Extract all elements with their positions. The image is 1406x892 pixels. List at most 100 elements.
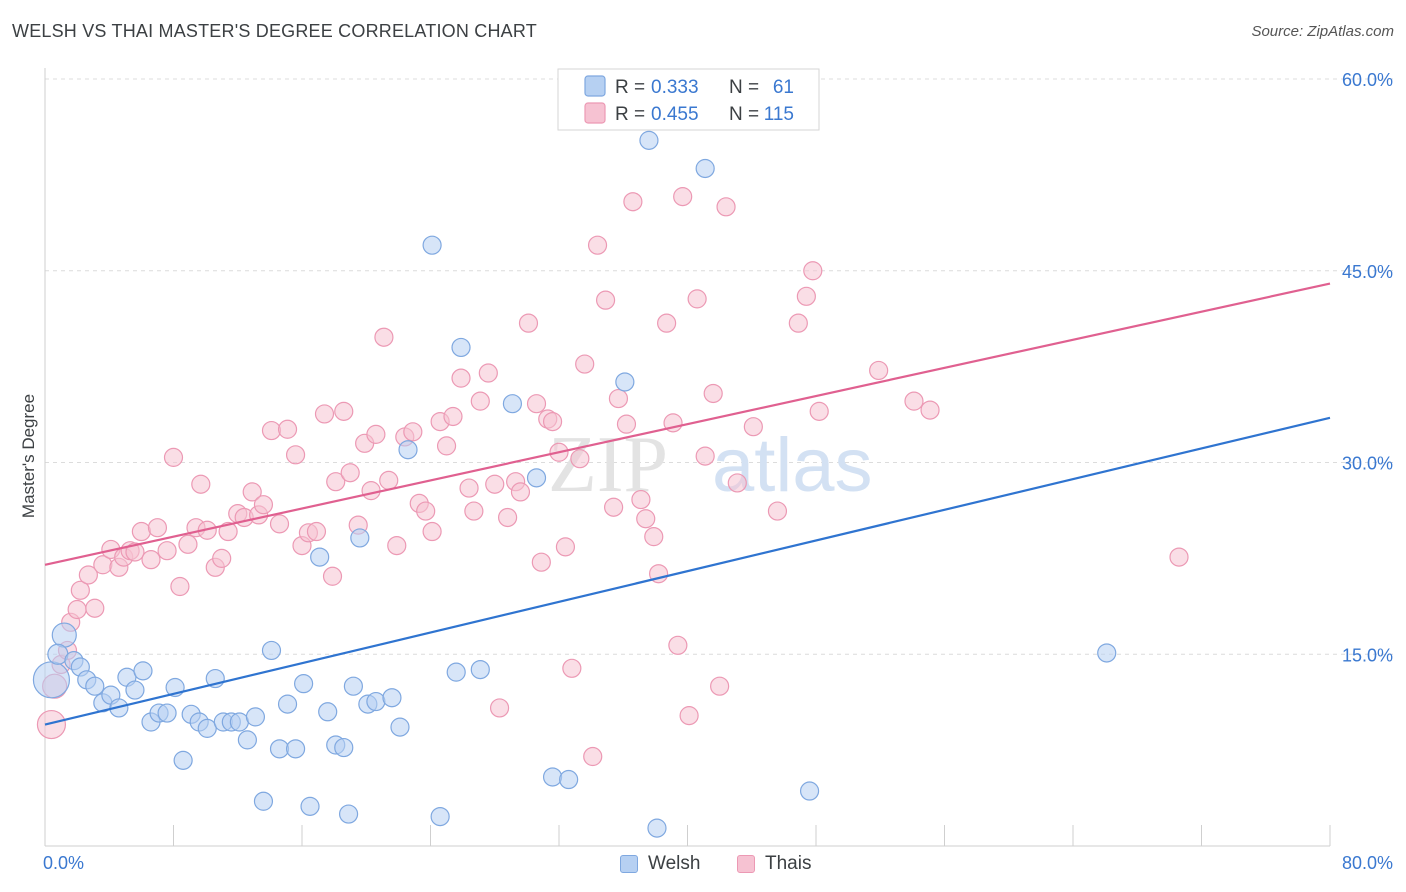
thai-point [379, 470, 399, 490]
welsh-point [366, 691, 386, 712]
y-tick-label: 60.0% [1342, 70, 1393, 90]
welsh-point [125, 680, 145, 700]
n-value: 115 [764, 104, 794, 125]
welsh-point [1097, 643, 1117, 663]
welsh-point [695, 158, 715, 179]
thai-point [767, 501, 788, 521]
welsh-point [294, 674, 314, 694]
thai-trend-line [44, 282, 1331, 566]
thai-point [361, 481, 381, 501]
welsh-point [398, 440, 418, 460]
thai-point [314, 404, 335, 424]
thai-point [587, 235, 608, 255]
thai-point [644, 527, 664, 547]
thai-point [608, 388, 629, 409]
y-tick-label: 15.0% [1342, 645, 1393, 665]
thai-point [340, 463, 360, 483]
r-value: 0.455 [651, 104, 699, 125]
thai-point [668, 635, 688, 655]
thai-point [703, 383, 723, 404]
welsh-point [647, 818, 667, 838]
thai-point [478, 363, 498, 383]
welsh-swatch [620, 855, 638, 873]
welsh-point [32, 661, 71, 699]
welsh-point [502, 394, 523, 414]
welsh-point [173, 750, 193, 770]
welsh-point [615, 372, 635, 392]
welsh-point [229, 712, 249, 732]
thai-point [131, 521, 151, 542]
watermark-zip-text: ZIP [548, 421, 668, 509]
thai-point [70, 580, 90, 600]
welsh-trend-line [44, 416, 1331, 726]
thai-point [178, 534, 198, 554]
welsh-point [639, 130, 659, 150]
welsh-point [277, 694, 298, 714]
thai-point [464, 501, 484, 521]
thai-point [788, 313, 808, 333]
thai-point [727, 473, 747, 493]
axes-layer [44, 68, 1331, 847]
thai-point [191, 474, 211, 494]
series-legend: Welsh Thais [0, 850, 1406, 880]
thai-point [422, 521, 442, 542]
thai-point [285, 445, 306, 465]
welsh-point [318, 702, 338, 722]
thai-point [695, 446, 715, 466]
thai-point [498, 507, 518, 528]
thai-point [575, 354, 595, 374]
welsh-point [310, 547, 330, 567]
legend-label-thais: Thais [765, 853, 812, 874]
thai-point [510, 482, 531, 502]
thai-point [743, 417, 763, 437]
thais-swatch [737, 855, 755, 873]
thai-point [518, 313, 539, 333]
n-value: 61 [773, 77, 794, 98]
thai-point [147, 518, 168, 538]
welsh-point [343, 676, 363, 696]
thai-point [673, 187, 693, 207]
thai-point [366, 424, 386, 444]
thai-point [657, 313, 677, 333]
thai-point [1169, 547, 1189, 567]
welsh-point [526, 468, 547, 488]
welsh-point [157, 703, 177, 723]
thai-point [631, 489, 651, 510]
thai-point [485, 474, 505, 494]
welsh-point [799, 781, 820, 801]
thai-point [920, 400, 940, 420]
chart-title: WELSH VS THAI MASTER'S DEGREE CORRELATIO… [12, 21, 537, 41]
r-label: R = [615, 104, 645, 125]
thai-point [443, 406, 463, 427]
thai-stats-swatch [584, 102, 606, 124]
welsh-point [446, 662, 466, 682]
welsh-point [300, 796, 320, 816]
n-label: N = [729, 77, 759, 98]
welsh-point [245, 707, 266, 727]
thai-point [623, 192, 643, 212]
source-credit: Source: ZipAtlas.com [1251, 23, 1394, 40]
welsh-point [430, 806, 450, 827]
thai-point [459, 478, 479, 498]
welsh-point [338, 804, 359, 824]
thai-point [78, 565, 98, 585]
thai-point [470, 391, 490, 411]
thai-point [531, 552, 551, 572]
trend-layer [44, 282, 1331, 726]
y-axis-label: Master's Degree [19, 394, 38, 518]
thai-point [253, 495, 274, 515]
n-label: N = [729, 104, 759, 125]
welsh-point [51, 622, 77, 648]
zipatlas-watermark: ZIP atlas [548, 421, 873, 509]
welsh-stats-swatch [584, 75, 606, 97]
thai-point [416, 501, 436, 521]
thai-point [387, 535, 407, 556]
thai-point [170, 576, 190, 597]
thai-point [710, 676, 730, 696]
thai-point [542, 411, 563, 432]
thai-point [261, 420, 282, 441]
thai-point [526, 394, 547, 414]
thai-point [326, 472, 346, 492]
thai-point [212, 548, 232, 568]
